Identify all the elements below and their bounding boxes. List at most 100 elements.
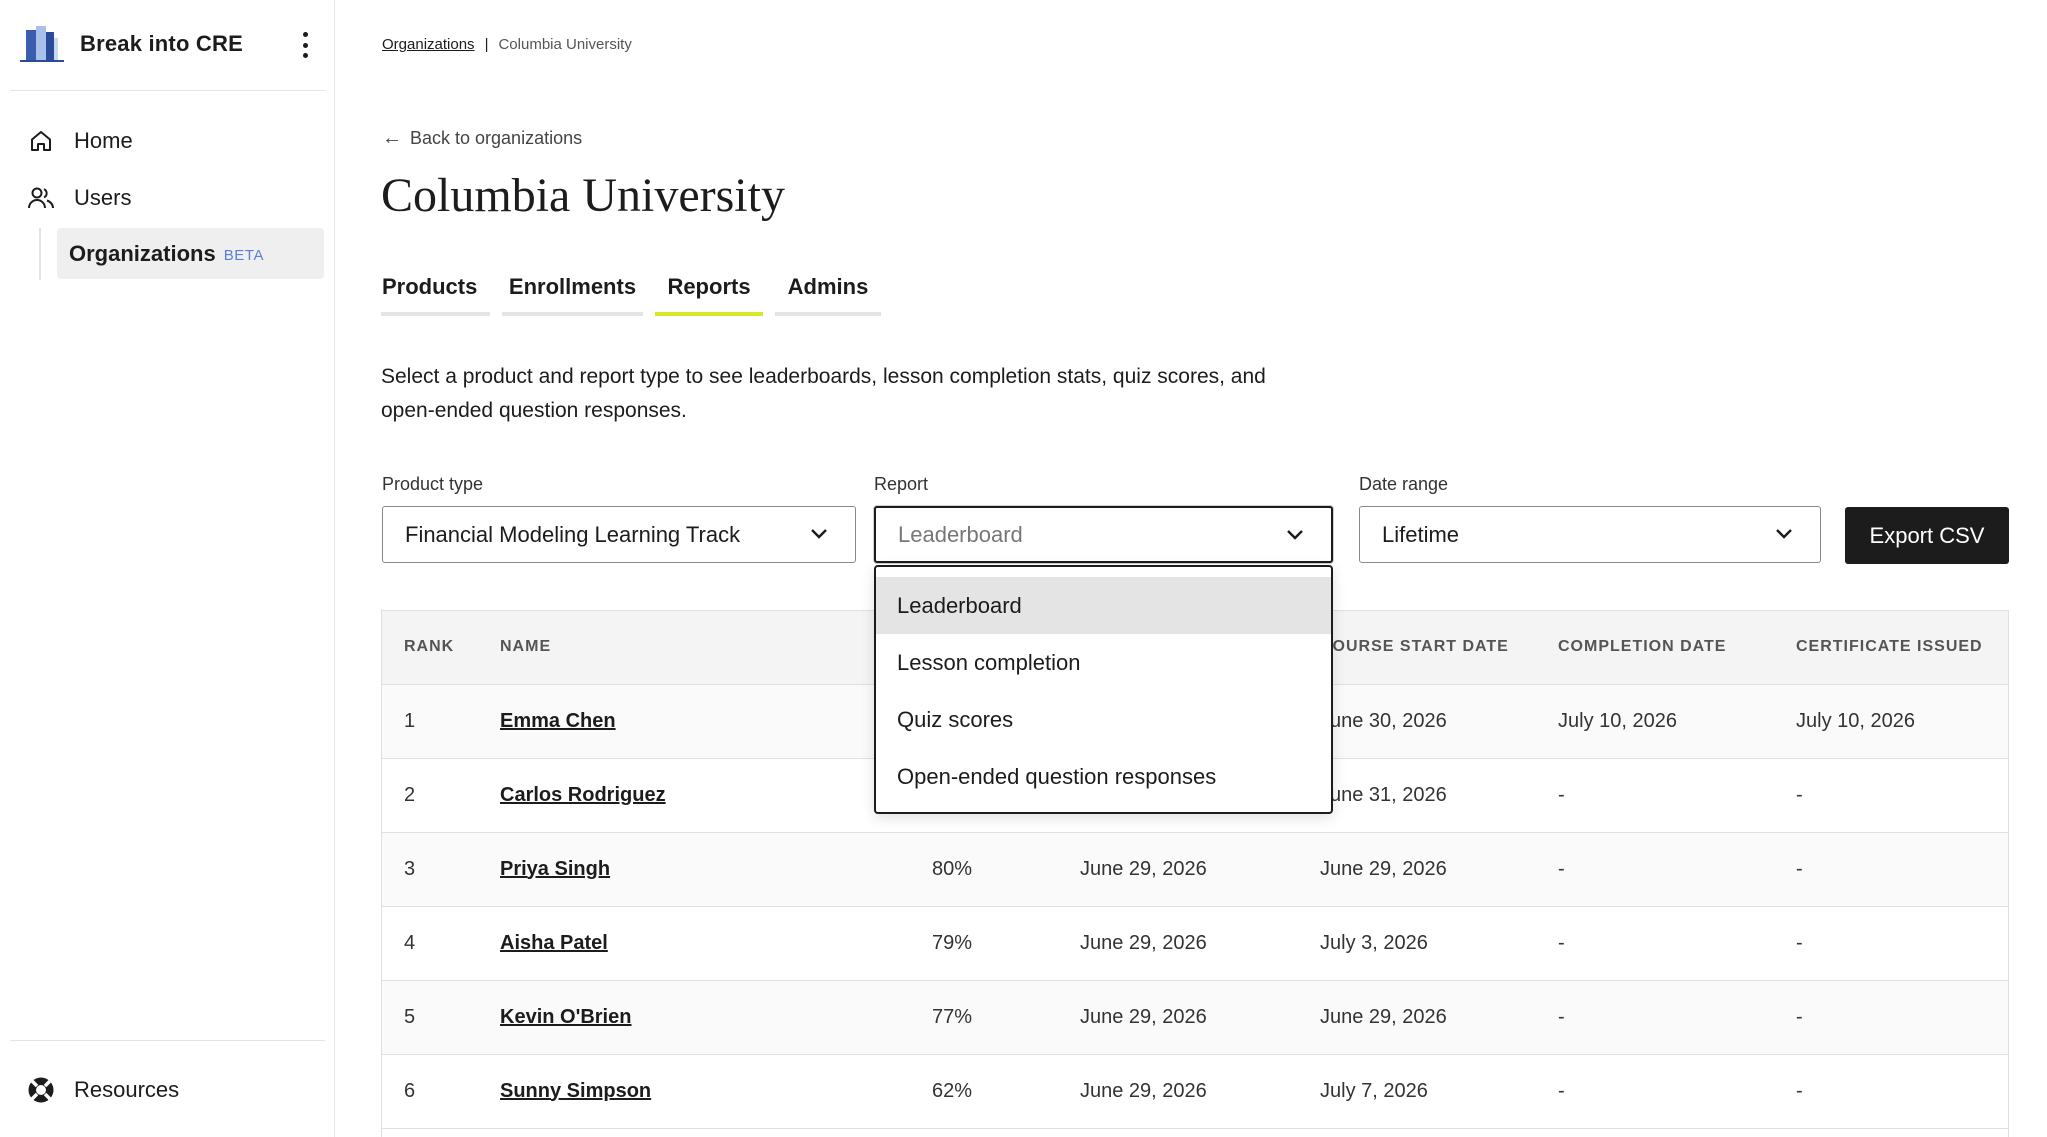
progress-cell: 80%	[932, 857, 973, 880]
table-row: 6 Sunny Simpson 62% June 29, 2026 July 7…	[382, 1054, 2008, 1128]
learner-name-link[interactable]: Aisha Patel	[500, 931, 608, 954]
export-csv-button[interactable]: Export CSV	[1845, 507, 2009, 564]
date-range-label: Date range	[1359, 474, 1449, 494]
report-option-quiz-scores[interactable]: Quiz scores	[897, 706, 1014, 732]
learner-name-link[interactable]: Sunny Simpson	[500, 1079, 652, 1102]
report-select[interactable]: Leaderboard	[874, 506, 1333, 563]
sidebar-item-label: Resources	[74, 1077, 180, 1102]
page-title: Columbia University	[381, 169, 785, 222]
learner-name-link[interactable]: Carlos Rodriguez	[500, 783, 666, 806]
column-header-rank[interactable]: RANK	[382, 611, 478, 685]
name-cell: Priya Singh	[478, 832, 910, 906]
breadcrumb-separator: |	[484, 36, 489, 53]
chevron-down-icon	[1776, 529, 1792, 539]
name-cell: Sunny Simpson	[478, 1054, 910, 1128]
tab-products[interactable]: Products	[381, 274, 490, 316]
enrolled-date-cell: June 29, 2026	[1080, 1005, 1207, 1028]
sidebar-item-organizations[interactable]: Organizations BETA	[57, 228, 324, 279]
column-header-name[interactable]: NAME	[478, 611, 910, 685]
enrolled-date-cell: June 29, 2026	[1080, 931, 1207, 954]
tab-enrollments[interactable]: Enrollments	[502, 274, 643, 316]
completion-date-cell: -	[1558, 931, 1565, 954]
sidebar: Break into CRE Home Users Organizations …	[0, 0, 335, 1137]
completion-date-cell: -	[1558, 783, 1565, 806]
column-header-completion-date[interactable]: COMPLETION DATE	[1536, 611, 1774, 685]
breadcrumb-organizations-link[interactable]: Organizations	[382, 36, 475, 53]
column-header-course-start-date[interactable]: COURSE START DATE	[1298, 611, 1536, 685]
certificate-issued-cell: -	[1796, 857, 1803, 880]
breadcrumb-current: Columbia University	[498, 36, 632, 53]
rank-cell: 6	[404, 1079, 416, 1102]
brand-header: Break into CRE	[10, 0, 325, 91]
product-type-select[interactable]: Financial Modeling Learning Track	[382, 506, 856, 563]
learner-name-link[interactable]: Kevin O'Brien	[500, 1005, 632, 1028]
date-range-value: Lifetime	[1382, 521, 1460, 547]
rank-cell: 4	[404, 931, 416, 954]
column-header-certificate-issued[interactable]: CERTIFICATE ISSUED	[1774, 611, 2008, 685]
tab-reports[interactable]: Reports	[655, 274, 763, 316]
sidebar-item-users[interactable]: Users	[26, 183, 131, 213]
reports-description: Select a product and report type to see …	[381, 365, 1266, 422]
course-start-date-cell: June 29, 2026	[1320, 1005, 1447, 1028]
certificate-issued-cell: -	[1796, 783, 1803, 806]
completion-date-cell: -	[1558, 857, 1565, 880]
report-value: Leaderboard	[898, 521, 1023, 547]
sidebar-divider	[10, 1040, 325, 1041]
course-start-date-cell: June 31, 2026	[1320, 783, 1447, 806]
completion-date-cell: -	[1558, 1079, 1565, 1102]
sidebar-item-label: Home	[74, 128, 133, 153]
rank-cell: 2	[404, 783, 416, 806]
sidebar-item-home[interactable]: Home	[26, 126, 133, 156]
progress-cell: 79%	[932, 931, 973, 954]
tab-admins[interactable]: Admins	[775, 274, 881, 316]
name-cell: Kevin O'Brien	[478, 980, 910, 1054]
course-start-date-cell: June 29, 2026	[1320, 857, 1447, 880]
rank-cell: 5	[404, 1005, 416, 1028]
brand-name: Break into CRE	[80, 31, 243, 56]
certificate-issued-cell: -	[1796, 931, 1803, 954]
progress-cell: 77%	[932, 1005, 973, 1028]
completion-date-cell: July 10, 2026	[1558, 709, 1677, 732]
sidebar-item-label: Users	[74, 185, 132, 210]
certificate-issued-cell: -	[1796, 1079, 1803, 1102]
home-icon	[26, 126, 56, 156]
rank-cell: 3	[404, 857, 416, 880]
back-link-label: Back to organizations	[410, 128, 583, 148]
enrolled-date-cell: June 29, 2026	[1080, 1079, 1207, 1102]
course-start-date-cell: July 3, 2026	[1320, 931, 1428, 954]
users-icon	[26, 183, 56, 213]
report-label: Report	[874, 474, 929, 494]
name-cell: Aisha Patel	[478, 906, 910, 980]
learner-name-link[interactable]: Emma Chen	[500, 709, 616, 732]
breadcrumb: Organizations | Columbia University	[382, 36, 632, 53]
more-menu-icon[interactable]	[300, 32, 310, 58]
date-range-select[interactable]: Lifetime	[1359, 506, 1821, 563]
learner-name-link[interactable]: Priya Singh	[500, 857, 611, 880]
product-type-label: Product type	[382, 474, 484, 494]
table-row: 3 Priya Singh 80% June 29, 2026 June 29,…	[382, 832, 2008, 906]
table-row: 2 Carlos Rodriguez June 31, 2026 - -	[382, 758, 2008, 832]
report-option-leaderboard[interactable]: Leaderboard	[876, 577, 1331, 634]
report-option-lesson-completion[interactable]: Lesson completion	[897, 649, 1081, 675]
report-option-open-ended-responses[interactable]: Open-ended question responses	[897, 763, 1217, 789]
lifebuoy-icon	[26, 1075, 56, 1105]
arrow-left-icon: ←	[382, 127, 402, 149]
enrolled-date-cell: June 29, 2026	[1080, 857, 1207, 880]
course-start-date-cell: July 7, 2026	[1320, 1079, 1428, 1102]
table-row: 5 Kevin O'Brien 77% June 29, 2026 June 2…	[382, 980, 2008, 1054]
product-type-value: Financial Modeling Learning Track	[405, 521, 741, 547]
beta-badge: BETA	[223, 246, 265, 264]
tab-bar: Products Enrollments Reports Admins	[381, 274, 893, 316]
report-dropdown-menu: Leaderboard Lesson completion Quiz score…	[874, 565, 1333, 814]
sidebar-item-resources[interactable]: Resources	[26, 1075, 179, 1105]
name-cell: Carlos Rodriguez	[478, 758, 910, 832]
back-to-organizations-link[interactable]: ← Back to organizations	[382, 127, 582, 150]
sidebar-item-label: Organizations	[69, 240, 216, 266]
certificate-issued-cell: July 10, 2026	[1796, 709, 1915, 732]
chevron-down-icon	[811, 529, 827, 539]
subnav-rail	[39, 228, 41, 280]
table-row: 4 Aisha Patel 79% June 29, 2026 July 3, …	[382, 906, 2008, 980]
chevron-down-icon	[1287, 530, 1303, 540]
name-cell: Emma Chen	[478, 684, 910, 758]
course-start-date-cell: June 30, 2026	[1320, 709, 1447, 732]
